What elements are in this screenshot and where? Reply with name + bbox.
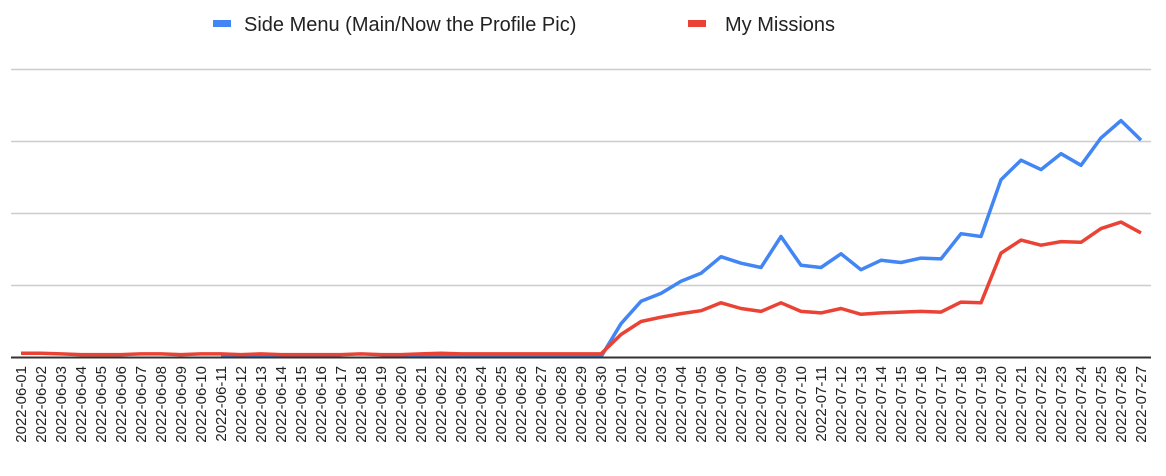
x-tick-label: 2022-07-20 [993,366,1010,443]
gridlines [11,68,1151,287]
x-tick-label: 2022-06-18 [353,366,370,443]
x-tick-label: 2022-06-30 [593,366,610,443]
x-tick-label: 2022-06-07 [133,366,150,443]
x-tick-label: 2022-07-15 [893,366,910,443]
x-tick-label: 2022-06-04 [73,366,90,443]
x-tick-label: 2022-06-01 [13,366,30,443]
x-tick-label: 2022-07-11 [813,366,830,442]
x-tick-label: 2022-07-05 [693,366,710,443]
x-tick-label: 2022-06-11 [213,366,230,442]
x-tick-label: 2022-06-27 [533,366,550,443]
x-tick-label: 2022-07-16 [913,366,930,443]
x-tick-label: 2022-06-17 [333,366,350,443]
x-tick-label: 2022-06-05 [93,366,110,443]
x-tick-label: 2022-06-21 [413,366,430,443]
x-tick-label: 2022-07-24 [1073,366,1090,443]
x-tick-label: 2022-06-26 [513,366,530,443]
x-tick-label: 2022-07-01 [613,366,630,443]
x-tick-label: 2022-06-23 [453,366,470,443]
x-tick-label: 2022-07-10 [793,366,810,443]
x-tick-label: 2022-06-16 [313,366,330,443]
x-tick-label: 2022-07-06 [713,366,730,443]
legend-swatch-my-missions [688,20,706,27]
x-tick-label: 2022-07-18 [953,366,970,443]
x-tick-label: 2022-07-23 [1053,366,1070,443]
x-tick-label: 2022-07-17 [933,366,950,443]
x-tick-label: 2022-07-25 [1093,366,1110,443]
legend-label-my-missions: My Missions [725,14,835,36]
x-axis-tick-labels: 2022-06-01 2022-06-02 2022-06-03 2022-06-04… [13,366,1150,443]
legend-swatch-side-menu [213,20,231,27]
series-line-my-missions[interactable] [21,220,1142,357]
x-tick-label: 2022-06-02 [33,366,50,443]
x-tick-label: 2022-07-22 [1033,366,1050,443]
x-tick-label: 2022-07-08 [753,366,770,443]
x-tick-label: 2022-07-03 [653,366,670,443]
x-tick-label: 2022-06-22 [433,366,450,443]
x-tick-label: 2022-07-27 [1133,366,1150,443]
x-tick-label: 2022-06-25 [493,366,510,443]
legend-item-my-missions[interactable]: My Missions [688,14,835,36]
legend: Side Menu (Main/Now the Profile Pic) My … [213,14,835,36]
legend-item-side-menu[interactable]: Side Menu (Main/Now the Profile Pic) [213,14,576,36]
x-tick-label: 2022-06-29 [573,366,590,443]
x-tick-label: 2022-07-04 [673,366,690,443]
x-tick-label: 2022-07-19 [973,366,990,443]
x-tick-label: 2022-06-14 [273,366,290,443]
x-tick-label: 2022-06-28 [553,366,570,443]
legend-label-side-menu: Side Menu (Main/Now the Profile Pic) [244,14,576,36]
x-tick-label: 2022-07-13 [853,366,870,443]
x-tick-label: 2022-06-13 [253,366,270,443]
x-tick-label: 2022-07-14 [873,366,890,443]
x-tick-label: 2022-06-15 [293,366,310,443]
x-tick-label: 2022-07-12 [833,366,850,443]
x-tick-label: 2022-07-09 [773,366,790,443]
x-tick-label: 2022-06-20 [393,366,410,443]
series-line-side-menu[interactable] [381,118,1143,359]
x-tick-label: 2022-06-08 [153,366,170,443]
x-tick-label: 2022-06-09 [173,366,190,443]
x-tick-label: 2022-06-19 [373,366,390,443]
x-tick-label: 2022-07-21 [1013,366,1030,443]
x-tick-label: 2022-07-07 [733,366,750,443]
x-tick-label: 2022-06-03 [53,366,70,443]
x-tick-label: 2022-07-02 [633,366,650,443]
x-tick-label: 2022-06-06 [113,366,130,443]
series-lines [21,118,1143,359]
x-tick-label: 2022-06-10 [193,366,210,443]
x-tick-label: 2022-07-26 [1113,366,1130,443]
x-tick-label: 2022-06-12 [233,366,250,443]
x-tick-label: 2022-06-24 [473,366,490,443]
